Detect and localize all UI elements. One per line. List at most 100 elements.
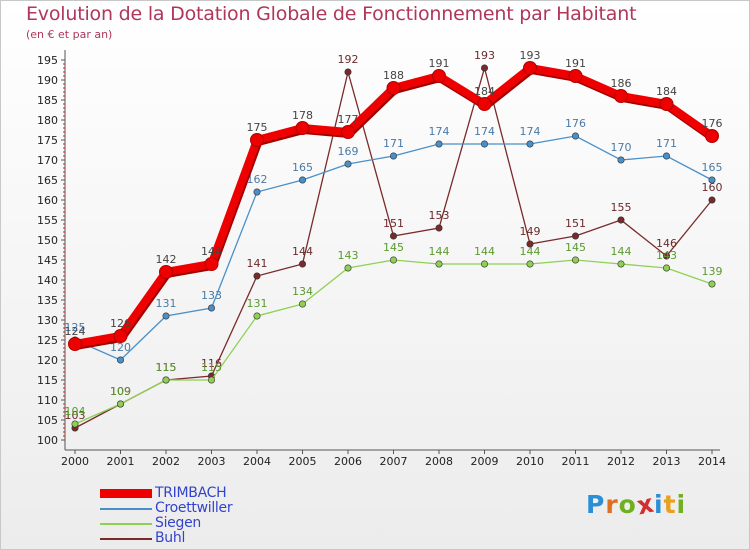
logo-letter: P	[586, 490, 606, 519]
data-label-buhl: 146	[656, 237, 677, 250]
data-label-croettwiller: 125	[65, 321, 86, 334]
data-point-trimbach	[204, 257, 219, 271]
legend-swatch-trimbach	[100, 489, 152, 498]
data-label-croettwiller: 171	[383, 137, 404, 150]
x-tick-label: 2013	[653, 455, 681, 468]
data-point-croettwiller	[526, 140, 534, 148]
data-label-croettwiller: 174	[520, 125, 541, 138]
data-label-buhl: 141	[247, 257, 268, 270]
legend-item-trimbach: TRIMBACH	[100, 485, 300, 501]
data-label-buhl: 193	[474, 49, 495, 62]
data-point-croettwiller	[480, 140, 488, 148]
data-label-croettwiller: 174	[474, 125, 495, 138]
y-tick-label: 125	[37, 334, 58, 347]
data-point-trimbach	[68, 337, 82, 351]
data-point-buhl	[662, 252, 670, 260]
data-label-croettwiller: 169	[338, 145, 359, 158]
data-point-siegen	[389, 256, 397, 264]
data-label-siegen: 144	[429, 245, 450, 258]
data-point-trimbach	[705, 129, 719, 143]
x-tick-label: 2008	[425, 455, 453, 468]
legend: TRIMBACH Croettwiller Siegen Buhl	[100, 485, 300, 546]
data-point-siegen	[298, 300, 306, 308]
data-point-croettwiller	[435, 140, 443, 148]
proxiti-logo: Proxiti	[586, 489, 687, 521]
data-point-croettwiller	[708, 176, 716, 184]
data-label-siegen: 104	[65, 405, 86, 418]
data-label-croettwiller: 165	[292, 161, 313, 174]
logo-letter: i	[654, 490, 664, 519]
y-tick-label: 175	[37, 134, 58, 147]
data-label-buhl: 151	[565, 217, 586, 230]
x-tick-label: 2005	[289, 455, 317, 468]
legend-swatch-siegen	[100, 523, 152, 525]
data-point-croettwiller	[298, 176, 306, 184]
data-point-croettwiller	[389, 152, 397, 160]
data-point-buhl	[344, 68, 352, 76]
data-label-buhl: 151	[383, 217, 404, 230]
data-label-siegen: 109	[110, 385, 131, 398]
data-point-trimbach	[523, 61, 537, 75]
logo-letter: i	[676, 490, 687, 519]
data-point-siegen	[662, 264, 670, 272]
y-tick-label: 120	[37, 354, 58, 367]
legend-label-siegen: Siegen	[155, 515, 201, 531]
data-label-trimbach: 178	[292, 109, 313, 122]
data-point-buhl	[526, 240, 534, 248]
data-point-buhl	[253, 272, 261, 280]
logo-letter: r	[605, 490, 619, 519]
data-point-trimbach	[113, 329, 128, 343]
data-label-buhl: 153	[429, 209, 450, 222]
y-tick-label: 105	[37, 414, 58, 427]
y-tick-label: 155	[37, 214, 58, 227]
data-label-buhl: 155	[611, 201, 632, 214]
data-point-siegen	[435, 260, 443, 268]
data-point-trimbach	[614, 89, 628, 103]
x-tick-label: 2014	[698, 455, 726, 468]
data-point-croettwiller	[117, 356, 125, 364]
data-point-siegen	[571, 256, 579, 264]
data-point-buhl	[708, 196, 716, 204]
data-label-trimbach: 126	[110, 317, 131, 330]
data-label-buhl: 160	[702, 181, 723, 194]
data-point-trimbach	[295, 121, 310, 135]
data-point-siegen	[162, 376, 170, 384]
y-tick-label: 165	[37, 174, 58, 187]
legend-swatch-croettwiller	[100, 508, 152, 510]
data-label-trimbach: 186	[611, 77, 632, 90]
logo-letter: o	[618, 490, 637, 519]
data-point-buhl	[480, 64, 488, 72]
y-tick-label: 130	[37, 314, 58, 327]
data-label-croettwiller: 165	[702, 161, 723, 174]
x-tick-label: 2011	[562, 455, 590, 468]
data-point-buhl	[571, 232, 579, 240]
data-label-trimbach: 184	[474, 85, 495, 98]
legend-label-croettwiller: Croettwiller	[155, 500, 233, 516]
data-label-siegen: 144	[520, 245, 541, 258]
data-label-croettwiller: 170	[611, 141, 632, 154]
data-label-trimbach: 175	[247, 121, 268, 134]
y-tick-label: 145	[37, 254, 58, 267]
data-label-buhl: 115	[156, 361, 177, 374]
data-point-croettwiller	[571, 132, 579, 140]
x-tick-label: 2001	[107, 455, 135, 468]
y-tick-label: 160	[37, 194, 58, 207]
chart-subtitle: (en € et par an)	[26, 28, 113, 41]
data-point-buhl	[617, 216, 625, 224]
data-label-buhl: 149	[520, 225, 541, 238]
data-label-croettwiller: 133	[201, 289, 222, 302]
x-tick-label: 2007	[380, 455, 408, 468]
data-label-croettwiller: 171	[656, 137, 677, 150]
y-tick-label: 190	[37, 74, 58, 87]
data-point-croettwiller	[662, 152, 670, 160]
data-point-croettwiller	[208, 304, 216, 312]
data-label-trimbach: 142	[156, 253, 177, 266]
data-point-buhl	[389, 232, 397, 240]
data-point-trimbach	[250, 133, 264, 147]
x-tick-label: 2010	[516, 455, 544, 468]
data-label-trimbach: 184	[656, 85, 677, 98]
x-tick-label: 2002	[152, 455, 180, 468]
x-tick-label: 2003	[198, 455, 226, 468]
logo-letter: t	[663, 490, 677, 519]
data-point-trimbach	[341, 125, 355, 139]
